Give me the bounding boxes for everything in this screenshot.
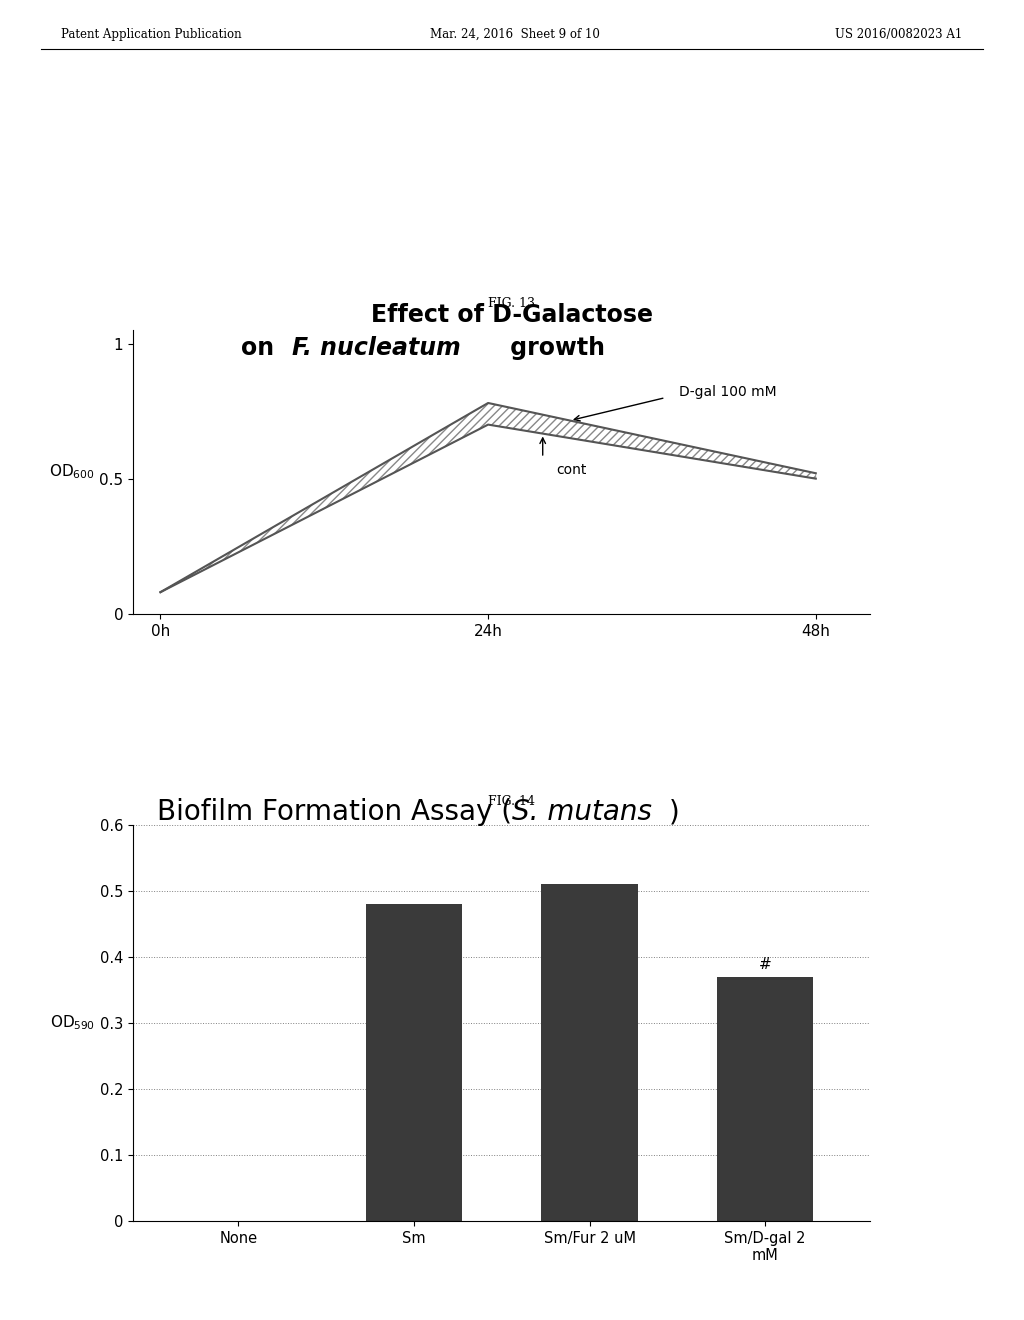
- Text: on: on: [241, 337, 282, 360]
- Bar: [542, 884, 638, 1221]
- Text: D-gal 100 mM: D-gal 100 mM: [679, 385, 777, 399]
- Y-axis label: OD$_{600}$: OD$_{600}$: [49, 462, 94, 482]
- Text: Biofilm Formation Assay (: Biofilm Formation Assay (: [157, 799, 512, 826]
- Text: Effect of D-Galactose: Effect of D-Galactose: [371, 304, 653, 327]
- Text: FIG. 13: FIG. 13: [488, 297, 536, 310]
- Text: cont: cont: [556, 463, 587, 478]
- Text: ): ): [669, 799, 679, 826]
- Text: FIG. 14: FIG. 14: [488, 795, 536, 808]
- Text: F. nucleatum: F. nucleatum: [292, 337, 461, 360]
- Bar: [717, 977, 813, 1221]
- Text: S. mutans: S. mutans: [512, 799, 652, 826]
- Text: growth: growth: [502, 337, 605, 360]
- Text: #: #: [759, 957, 771, 972]
- Y-axis label: OD$_{590}$: OD$_{590}$: [49, 1014, 94, 1032]
- Text: US 2016/0082023 A1: US 2016/0082023 A1: [836, 28, 963, 41]
- Text: Patent Application Publication: Patent Application Publication: [61, 28, 242, 41]
- Text: Mar. 24, 2016  Sheet 9 of 10: Mar. 24, 2016 Sheet 9 of 10: [430, 28, 600, 41]
- Bar: [366, 904, 462, 1221]
